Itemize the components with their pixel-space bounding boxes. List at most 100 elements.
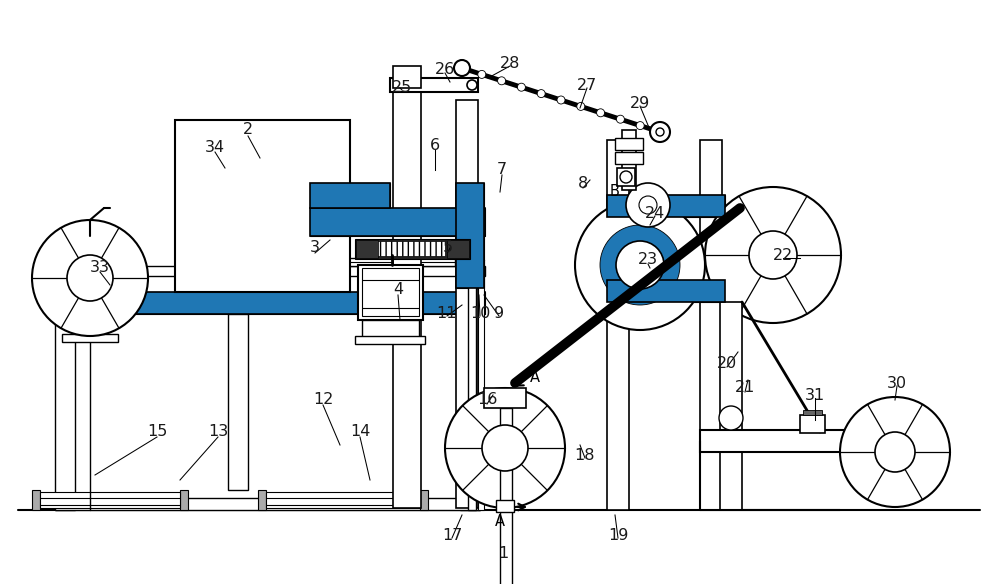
Text: 21: 21 [735,381,755,395]
Text: 31: 31 [805,388,825,402]
Bar [607,280,725,302]
Circle shape [482,425,528,471]
Circle shape [32,220,148,336]
Bar [390,78,478,92]
Bar [496,500,514,512]
Circle shape [575,200,705,330]
Circle shape [840,397,950,507]
Text: A: A [495,515,505,530]
Text: 24: 24 [645,206,665,221]
Bar [420,490,428,510]
Bar [266,492,420,508]
Bar [720,302,742,510]
Text: 15: 15 [147,425,167,440]
Circle shape [656,128,664,136]
Bar [55,498,480,510]
Bar [607,280,725,302]
Circle shape [616,115,624,123]
Bar [62,334,118,342]
Text: 23: 23 [638,252,658,267]
Circle shape [620,171,632,183]
Circle shape [650,122,670,142]
Text: 1: 1 [498,547,508,561]
Bar [362,320,419,338]
Bar [55,314,75,510]
Bar [228,314,248,490]
Text: B: B [610,185,620,200]
Bar [607,195,725,217]
Bar [358,265,423,320]
Circle shape [597,109,605,117]
Text: 27: 27 [577,78,597,92]
Bar [355,336,425,344]
Circle shape [517,83,525,91]
Text: 29: 29 [630,96,650,110]
Text: 11: 11 [437,305,457,321]
Bar [617,168,635,186]
Bar [700,430,930,452]
Bar [800,415,825,433]
Circle shape [478,71,486,78]
Bar [803,410,822,415]
Text: 3: 3 [310,241,320,256]
Bar [310,208,485,236]
Text: 12: 12 [313,392,333,408]
Bar [393,66,421,88]
Bar [362,268,419,316]
Bar [310,183,390,208]
Bar [456,183,484,288]
Circle shape [67,255,113,301]
Text: 18: 18 [575,447,595,463]
Bar [622,130,636,190]
Text: 20: 20 [717,356,737,370]
Bar [615,138,643,150]
Bar [310,208,485,236]
Bar [447,240,469,258]
Circle shape [600,225,680,305]
Text: 19: 19 [608,529,628,544]
Text: 16: 16 [477,392,497,408]
Text: 34: 34 [205,141,225,155]
Bar [310,183,390,208]
Circle shape [445,388,565,508]
Bar [355,239,470,259]
Text: 8: 8 [578,176,588,190]
Circle shape [537,89,545,98]
Text: 6: 6 [430,137,440,152]
Circle shape [467,80,477,90]
Bar [478,260,484,510]
Bar [700,140,722,510]
Bar [460,314,480,510]
Text: 17: 17 [442,529,462,544]
Bar [175,258,455,266]
Text: 14: 14 [350,425,370,440]
Circle shape [639,196,657,214]
Bar [55,292,485,314]
Text: 33: 33 [90,260,110,276]
Bar [175,120,350,292]
Bar [356,240,378,258]
Circle shape [705,187,841,323]
Circle shape [616,241,664,289]
Text: 9: 9 [494,305,504,321]
Circle shape [719,406,743,430]
Bar [456,183,484,288]
Bar [615,152,643,164]
Text: 5: 5 [443,241,453,256]
Text: A: A [530,370,540,384]
Circle shape [498,77,506,85]
Circle shape [636,121,644,130]
Text: 10: 10 [470,305,490,321]
Bar [55,266,485,276]
Circle shape [557,96,565,104]
Bar [607,195,725,217]
Circle shape [875,432,915,472]
Circle shape [577,102,585,110]
Text: 26: 26 [435,62,455,78]
Text: 4: 4 [393,283,403,297]
Text: 13: 13 [208,425,228,440]
Text: 25: 25 [392,79,412,95]
Bar [607,140,629,510]
Bar [258,490,266,510]
Bar [393,88,421,508]
